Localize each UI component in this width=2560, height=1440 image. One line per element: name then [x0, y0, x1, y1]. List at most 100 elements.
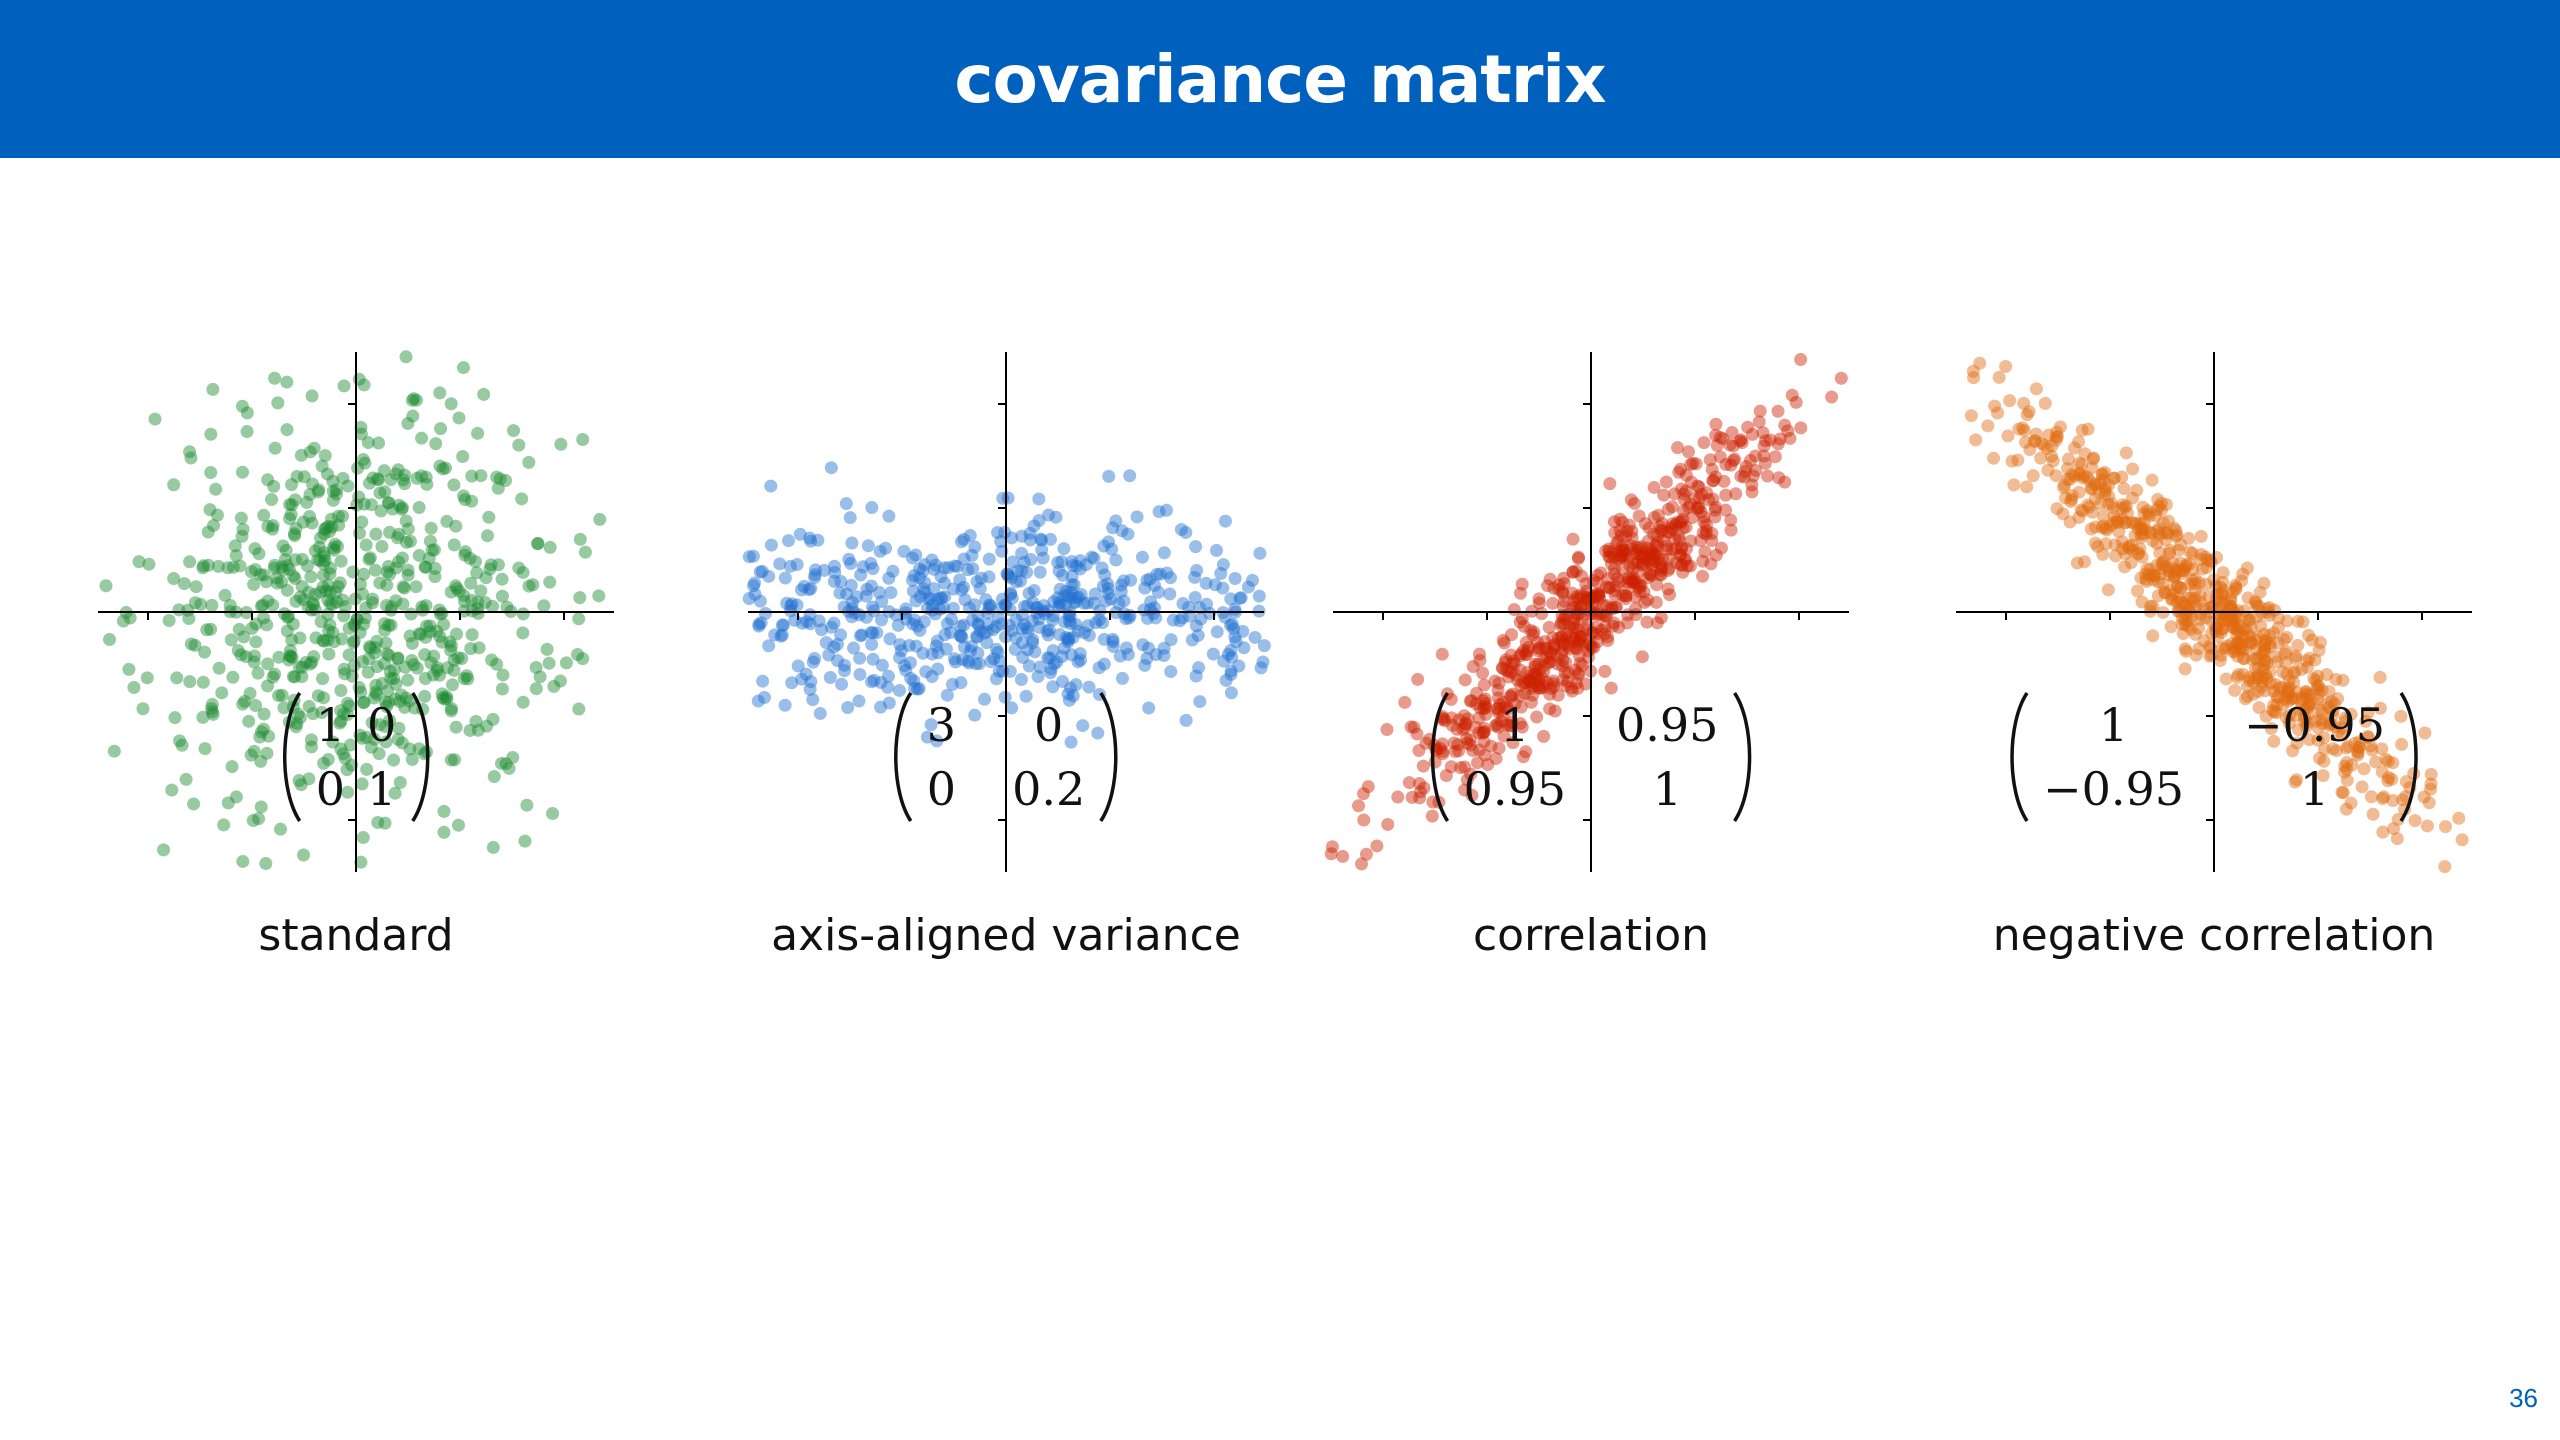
scatter-point — [1490, 717, 1504, 731]
scatter-point — [1065, 570, 1079, 584]
scatter-point — [1741, 420, 1755, 434]
scatter-point — [470, 566, 484, 580]
scatter-point — [1146, 607, 1160, 621]
scatter-point — [2174, 556, 2188, 570]
scatter-point — [338, 600, 352, 614]
scatter-point — [2206, 599, 2220, 613]
scatter-point — [292, 660, 306, 674]
scatter-point — [909, 594, 923, 608]
scatter-point — [2216, 575, 2230, 589]
scatter-point — [2394, 709, 2408, 723]
scatter-point — [1532, 592, 1546, 606]
scatter-point — [1064, 735, 1078, 749]
scatter-point — [1521, 673, 1535, 687]
scatter-point — [837, 600, 851, 614]
scatter-point — [1043, 651, 1057, 665]
scatter-point — [1628, 496, 1642, 510]
scatter-point — [257, 508, 271, 522]
scatter-point — [1124, 573, 1138, 587]
scatter-point — [315, 706, 329, 720]
scatter-point — [559, 656, 573, 670]
scatter-point — [1513, 615, 1527, 629]
scatter-point — [2422, 796, 2436, 810]
scatter-point — [507, 424, 521, 438]
scatter-point — [2335, 785, 2349, 799]
scatter-point — [478, 595, 492, 609]
scatter-point — [1559, 655, 1573, 669]
scatter-point — [353, 577, 367, 591]
scatter-point — [864, 579, 878, 593]
scatter-point — [1991, 406, 2005, 420]
scatter-point — [2186, 562, 2200, 576]
scatter-point — [355, 731, 369, 745]
scatter-point — [297, 470, 311, 484]
scatter-point — [1644, 555, 1658, 569]
scatter-point — [1547, 638, 1561, 652]
scatter-point — [1693, 491, 1707, 505]
scatter-point — [1412, 777, 1426, 791]
scatter-point — [1992, 370, 2006, 384]
scatter-point — [1630, 540, 1644, 554]
scatter-point — [281, 609, 295, 623]
scatter-point — [2131, 547, 2145, 561]
scatter-point — [2102, 489, 2116, 503]
scatter-point — [1579, 638, 1593, 652]
scatter-point — [183, 445, 197, 459]
scatter-point — [2376, 792, 2390, 806]
scatter-point — [1641, 541, 1655, 555]
scatter-point — [2308, 653, 2322, 667]
scatter-point — [1616, 549, 1630, 563]
scatter-point — [1675, 558, 1689, 572]
scatter-point — [188, 596, 202, 610]
scatter-point — [487, 770, 501, 784]
scatter-point — [2291, 614, 2305, 628]
scatter-point — [1705, 462, 1719, 476]
scatter-point — [2155, 556, 2169, 570]
scatter-point — [1164, 571, 1178, 585]
scatter-point — [1677, 504, 1691, 518]
scatter-point — [399, 350, 413, 364]
scatter-point — [365, 596, 379, 610]
scatter-point — [1562, 642, 1576, 656]
scatter-point — [2376, 825, 2390, 839]
scatter-point — [2286, 691, 2300, 705]
scatter-point — [1042, 508, 1056, 522]
scatter-point — [1626, 575, 1640, 589]
scatter-point — [1654, 611, 1668, 625]
scatter-point — [206, 707, 220, 721]
scatter-point — [1707, 473, 1721, 487]
scatter-point — [266, 670, 280, 684]
scatter-point — [393, 695, 407, 709]
scatter-point — [902, 638, 916, 652]
scatter-point — [1608, 526, 1622, 540]
scatter-point — [2417, 790, 2431, 804]
scatter-point — [398, 477, 412, 491]
scatter-point — [1538, 635, 1552, 649]
scatter-point — [1725, 426, 1739, 440]
scatter-point — [1719, 488, 1733, 502]
scatter-point — [1752, 415, 1766, 429]
scatter-point — [2087, 451, 2101, 465]
matrix-cell: −0.95 — [2043, 762, 2184, 816]
scatter-point — [1628, 547, 1642, 561]
scatter-point — [1555, 647, 1569, 661]
scatter-point — [776, 618, 790, 632]
scatter-point — [1620, 524, 1634, 538]
scatter-point — [2252, 599, 2266, 613]
scatter-point — [322, 519, 336, 533]
scatter-point — [1503, 719, 1517, 733]
scatter-point — [378, 617, 392, 631]
scatter-point — [1152, 505, 1166, 519]
scatter-point — [2169, 529, 2183, 543]
scatter-point — [1646, 552, 1660, 566]
scatter-point — [1113, 649, 1127, 663]
scatter-point — [2322, 700, 2336, 714]
scatter-point — [2234, 637, 2248, 651]
scatter-point — [302, 772, 316, 786]
scatter-point — [752, 617, 766, 631]
scatter-point — [2150, 524, 2164, 538]
scatter-point — [491, 558, 505, 572]
scatter-point — [2119, 499, 2133, 513]
scatter-point — [398, 660, 412, 674]
scatter-point — [2188, 591, 2202, 605]
